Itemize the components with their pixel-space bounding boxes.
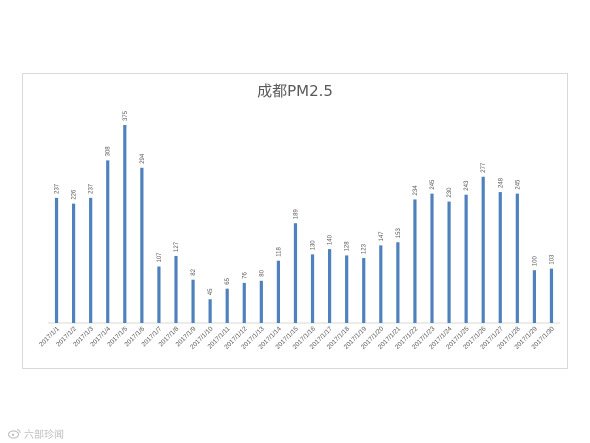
bar-2017/1/19 [362,258,366,323]
data-label: 243 [464,180,470,191]
data-label: 294 [140,153,146,164]
data-label: 118 [276,246,282,256]
bar-2017/1/10 [208,299,212,323]
data-label: 140 [328,234,334,245]
data-label: 147 [379,231,385,242]
data-label: 308 [106,146,112,157]
watermark-text: 六部珍闻 [24,430,64,441]
bar-2017/1/12 [242,282,246,323]
bar-2017/1/14 [276,260,280,323]
bar-2017/1/3 [89,197,93,323]
data-label: 103 [549,254,555,265]
data-label: 230 [447,187,453,198]
bar-2017/1/1 [54,197,59,323]
data-label: 76 [242,272,248,279]
data-label: 189 [293,209,299,220]
data-label: 107 [157,252,163,263]
bar-2017/1/17 [328,249,332,323]
data-label: 237 [89,183,95,194]
bar-2017/1/8 [174,255,178,323]
bar-2017/1/22 [413,199,417,323]
bar-2017/1/2 [72,203,76,323]
bar-2017/1/15 [293,223,298,323]
chart-title: 成都PM2.5 [257,82,333,100]
data-label: 234 [413,185,419,196]
bar-2017/1/5 [123,125,127,323]
bar-2017/1/13 [259,280,263,323]
bar-2017/1/28 [515,193,519,323]
data-label: 153 [396,228,402,239]
bar-2017/1/29 [532,270,536,323]
data-label: 65 [225,277,231,284]
bar-2017/1/21 [396,242,400,323]
data-label: 123 [362,243,368,254]
weibo-logo-icon [8,429,21,439]
bar-2017/1/20 [379,245,383,323]
bar-2017/1/18 [345,255,349,323]
data-label: 130 [311,240,317,251]
data-label: 128 [345,241,351,252]
bar-2017/1/23 [430,193,434,323]
data-label: 226 [72,189,78,200]
bar-2017/1/30 [549,268,554,323]
data-label: 245 [515,179,521,190]
data-label: 45 [208,288,214,295]
bar-2017/1/4 [106,160,110,323]
watermark: 六部珍闻 [8,426,64,441]
bar-2017/1/7 [157,266,161,323]
data-label: 100 [532,256,538,267]
data-label: 127 [174,241,180,252]
data-label: 277 [481,162,487,173]
bar-2017/1/25 [464,194,468,323]
data-label: 245 [430,179,436,190]
bar-2017/1/11 [225,288,229,323]
bar-2017/1/27 [498,192,502,323]
data-label: 248 [498,177,504,188]
bar-2017/1/9 [191,279,195,323]
data-label: 237 [55,183,61,194]
bar-2017/1/24 [447,201,451,323]
data-label: 82 [191,268,197,275]
bar-2017/1/16 [310,254,315,323]
bar-2017/1/6 [140,167,144,323]
data-label: 80 [259,269,265,276]
data-label: 375 [123,110,129,121]
bar-2017/1/26 [481,176,485,323]
